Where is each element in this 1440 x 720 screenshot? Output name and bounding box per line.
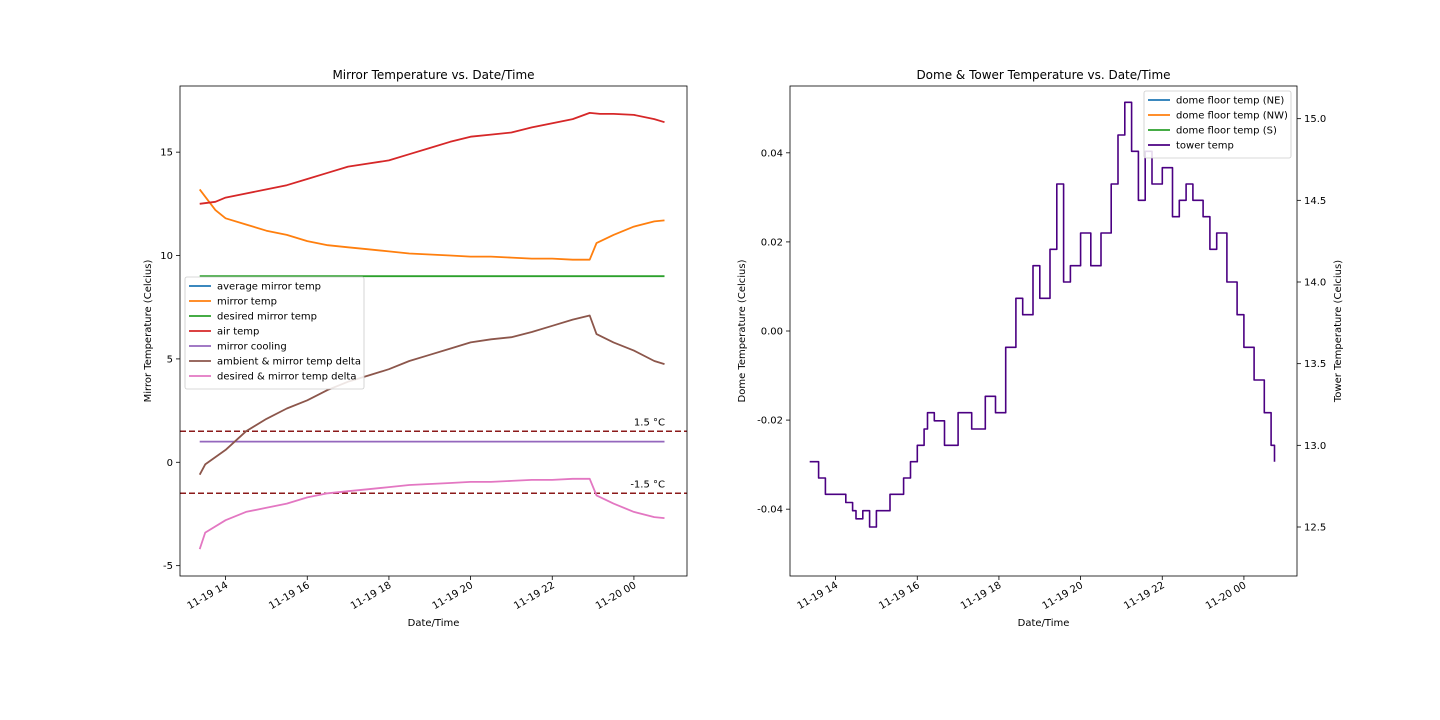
x-axis-label: Date/Time: [408, 618, 460, 629]
y-tick-label: 0.00: [761, 327, 783, 338]
x-tick-label: 11-19 18: [349, 580, 393, 612]
x-tick-label: 11-19 16: [877, 580, 921, 612]
y-tick-label: 0.04: [761, 148, 783, 159]
x-axis-label: Date/Time: [1018, 618, 1070, 629]
legend-label: dome floor temp (NW): [1176, 111, 1288, 122]
chart-title: Mirror Temperature vs. Date/Time: [332, 68, 534, 82]
y2-tick-label: 13.0: [1304, 441, 1326, 452]
y-tick-label: -0.04: [757, 505, 783, 516]
x-tick-label: 11-19 18: [959, 580, 1003, 612]
y-tick-label: -5: [163, 561, 173, 572]
y-tick-label: -0.02: [757, 416, 783, 427]
legend: average mirror temp mirror temp desired mi…: [184, 276, 365, 390]
x-tick-label: 11-20 00: [1204, 580, 1248, 612]
chart-1: Mirror Temperature vs. Date/Time 11-19 14…: [143, 68, 688, 629]
y-tick-label: 10: [160, 251, 173, 262]
y-tick-label: 0: [167, 458, 173, 469]
legend-label: mirror temp: [217, 297, 277, 308]
chart-2: Dome & Tower Temperature vs. Date/Time 11…: [737, 68, 1344, 629]
series-line-6: [198, 314, 665, 476]
legend-label: ambient & mirror temp delta: [217, 357, 361, 368]
x-tick-label: 11-19 22: [512, 580, 556, 612]
legend-label: desired & mirror temp delta: [217, 372, 356, 383]
series-line-2: [198, 188, 665, 261]
x-tick-label: 11-19 22: [1122, 580, 1166, 612]
legend-label: mirror cooling: [217, 342, 287, 353]
y-tick-label: 5: [167, 354, 173, 365]
x-tick-label: 11-19 14: [186, 580, 230, 612]
series-line-4: [199, 112, 665, 205]
y2-tick-label: 12.5: [1304, 523, 1326, 534]
y2-tick-label: 14.0: [1304, 278, 1326, 289]
plot-frame: [789, 85, 1298, 577]
y-tick-label: 15: [160, 148, 173, 159]
y-axis-label: Dome Temperature (Celcius): [737, 259, 748, 402]
reference-line-label: -1.5 °C: [630, 479, 665, 490]
y2-tick-label: 13.5: [1304, 359, 1326, 370]
legend-label: desired mirror temp: [217, 312, 317, 323]
x-tick-label: 11-19 20: [1041, 580, 1085, 612]
plot-frame: [179, 85, 688, 577]
legend: dome floor temp (NE) dome floor temp (NW)…: [1143, 90, 1292, 159]
y2-tick-label: 14.5: [1304, 196, 1326, 207]
series-line-7: [198, 477, 665, 550]
legend-box: [184, 276, 365, 390]
x-tick-label: 11-19 16: [267, 580, 311, 612]
legend-label: dome floor temp (S): [1176, 126, 1277, 137]
legend-box: [1143, 90, 1292, 159]
legend-label: average mirror temp: [217, 282, 321, 293]
legend-label: tower temp: [1176, 141, 1234, 152]
reference-line-label: 1.5 °C: [634, 417, 665, 428]
legend-label: air temp: [217, 327, 259, 338]
chart-title: Dome & Tower Temperature vs. Date/Time: [916, 68, 1170, 82]
series-line-4: [809, 101, 1276, 528]
legend-label: dome floor temp (NE): [1176, 96, 1284, 107]
y2-tick-label: 15.0: [1304, 114, 1326, 125]
y-axis-label: Mirror Temperature (Celcius): [143, 260, 154, 403]
x-tick-label: 11-19 14: [796, 580, 840, 612]
x-tick-label: 11-19 20: [431, 580, 475, 612]
x-tick-label: 11-20 00: [594, 580, 638, 612]
y2-axis-label: Tower Temperature (Celcius): [1333, 260, 1344, 403]
y-tick-label: 0.02: [761, 237, 783, 248]
